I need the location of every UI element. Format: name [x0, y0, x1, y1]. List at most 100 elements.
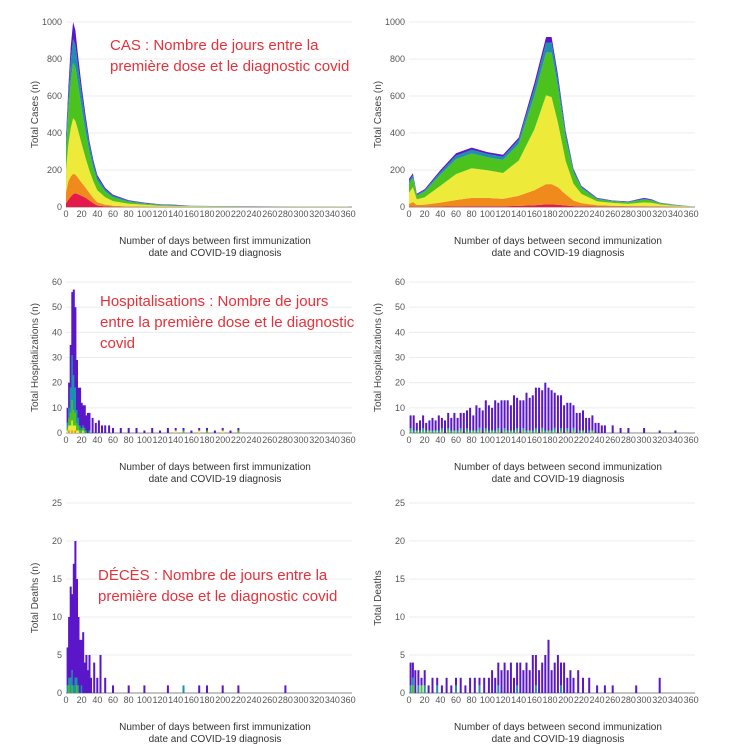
- bar-s3: [509, 430, 512, 433]
- bar-s1: [627, 428, 630, 433]
- bar-s1: [68, 382, 71, 408]
- x-axis-label: Number of days between first immunizatio…: [119, 722, 311, 733]
- x-tick-label: 120: [496, 695, 511, 705]
- bar-s3: [478, 430, 481, 433]
- bar-s2: [79, 425, 82, 431]
- bar-s1: [112, 685, 114, 693]
- bar-s1: [88, 655, 91, 693]
- x-axis-label: date and COVID-19 diagnosis: [492, 734, 625, 745]
- bar-s1: [444, 420, 446, 433]
- bar-s4: [66, 430, 69, 433]
- bar-s2: [425, 430, 428, 433]
- chart-panel-5: 0 5 10 15 20 25 0 20 40 60 80 100 120 140 160 180 200 220…: [30, 498, 356, 745]
- y-tick-label: 1000: [42, 17, 62, 27]
- bar-s1: [82, 405, 85, 426]
- bar-s1: [497, 402, 500, 428]
- y-tick-label: 25: [395, 498, 405, 508]
- bar-s2: [76, 410, 78, 423]
- bar-s2: [534, 685, 537, 693]
- bar-s1: [221, 428, 224, 431]
- bar-s2: [417, 685, 420, 693]
- bar-s2: [497, 428, 500, 431]
- bar-s3: [237, 430, 240, 433]
- bar-s1: [531, 395, 534, 431]
- x-tick-label: 200: [558, 209, 573, 219]
- x-tick-label: 180: [543, 435, 558, 445]
- bar-s3: [560, 430, 562, 433]
- x-tick-label: 0: [63, 695, 68, 705]
- bar-s1: [528, 397, 531, 431]
- x-tick-label: 140: [168, 209, 183, 219]
- bar-s2: [560, 428, 562, 431]
- bar-s4: [69, 425, 72, 433]
- bar-s1: [91, 417, 94, 433]
- x-tick-label: 100: [480, 695, 495, 705]
- bar-s3: [497, 430, 500, 433]
- x-tick-label: 260: [262, 695, 277, 705]
- bar-s2: [516, 428, 519, 431]
- bar-s3: [459, 430, 462, 433]
- x-tick-label: 140: [511, 435, 526, 445]
- x-tick-label: 340: [325, 435, 340, 445]
- x-tick-label: 60: [451, 209, 461, 219]
- x-tick-label: 180: [543, 209, 558, 219]
- bar-s2: [80, 428, 83, 431]
- bar-s1: [420, 677, 423, 686]
- bar-s2: [478, 685, 481, 693]
- bar-s1: [213, 430, 216, 433]
- bar-s1: [635, 685, 638, 693]
- chart-panel-6: 0 5 10 15 20 25 0 20 40 60 80 100 120 140 160 180 200 220…: [373, 498, 699, 745]
- chart-panel-3: 0 10 20 30 40 50 60 0 20 40 60 80 100 120 140 160 180 200…: [30, 277, 356, 485]
- y-tick-label: 50: [52, 302, 62, 312]
- bar-s2: [566, 428, 569, 431]
- x-tick-label: 220: [231, 435, 246, 445]
- bar-s1: [600, 425, 603, 433]
- bar-s1: [611, 425, 614, 433]
- bar-s1: [77, 617, 80, 686]
- bar-s1: [594, 422, 597, 433]
- bar-s1: [76, 360, 78, 411]
- bar-s1: [516, 662, 519, 686]
- bar-s1: [143, 430, 146, 433]
- bar-s2: [478, 428, 481, 431]
- bar-s1: [597, 422, 600, 433]
- bar-s2: [497, 685, 500, 693]
- bar-s3: [440, 430, 443, 433]
- bar-s3: [503, 430, 506, 433]
- bar-s4: [221, 430, 224, 433]
- bar-s3: [516, 430, 519, 433]
- bar-s1: [455, 677, 457, 686]
- bar-s1: [484, 400, 487, 428]
- x-tick-label: 60: [108, 209, 118, 219]
- bar-s1: [135, 428, 138, 433]
- bar-s3: [528, 430, 531, 433]
- bar-s3: [484, 430, 487, 433]
- y-tick-label: 15: [395, 574, 405, 584]
- x-tick-label: 280: [278, 435, 293, 445]
- bar-s2: [531, 430, 534, 433]
- y-tick-label: 60: [52, 277, 62, 287]
- bar-s1: [475, 405, 478, 431]
- x-tick-label: 340: [325, 209, 340, 219]
- bar-s1: [104, 425, 107, 433]
- bar-s2: [66, 422, 69, 428]
- bar-s1: [556, 395, 559, 434]
- bar-s1: [77, 387, 80, 418]
- y-axis-label: Total Hospitalizations (n): [30, 303, 41, 412]
- bar-s1: [69, 586, 72, 678]
- bar-s1: [450, 417, 453, 431]
- x-axis-label: Number of days between second immunizati…: [454, 722, 662, 733]
- bar-s2: [516, 685, 519, 693]
- y-tick-label: 1000: [385, 17, 405, 27]
- x-tick-label: 20: [420, 695, 430, 705]
- x-tick-label: 20: [420, 435, 430, 445]
- bar-s2: [450, 430, 453, 433]
- x-tick-label: 360: [341, 435, 356, 445]
- bar-s1: [447, 412, 450, 428]
- bar-s2: [76, 677, 78, 686]
- x-tick-label: 360: [684, 209, 699, 219]
- y-tick-label: 800: [390, 54, 405, 64]
- bar-s4: [74, 425, 77, 431]
- x-tick-label: 100: [480, 209, 495, 219]
- bar-s1: [459, 412, 462, 428]
